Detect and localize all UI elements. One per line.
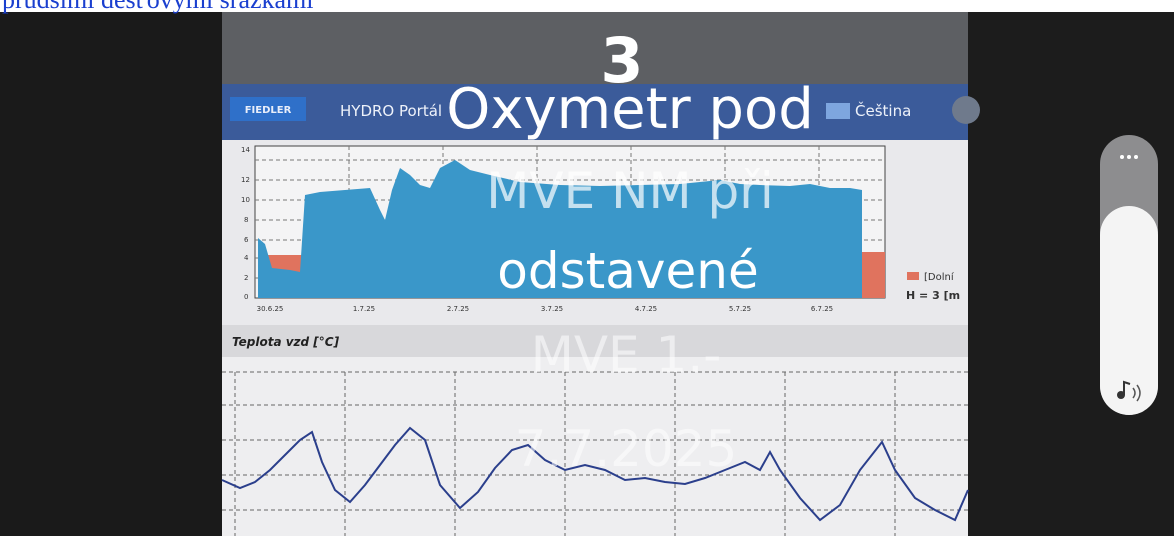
overlay-line: Oxymetr pod (446, 77, 814, 142)
x-label: 2.7.25 (447, 305, 469, 313)
legend-item: [Dolní (924, 271, 955, 283)
logo: FIEDLER (245, 105, 292, 116)
x-label: 4.7.25 (635, 305, 657, 313)
legend-swatch (907, 272, 919, 280)
more-icon[interactable] (1120, 155, 1138, 159)
flag (826, 103, 850, 119)
caption: prudšími dešťovými srážkami (2, 0, 314, 14)
photo-top (222, 12, 968, 84)
y-label: 4 (244, 254, 249, 262)
app-name: HYDRO Portál (340, 102, 442, 120)
screen: prudšími dešťovými srážkami FIEDLER HYDR… (0, 0, 1174, 536)
x-label: 30.6.25 (257, 305, 284, 313)
x-label: 6.7.25 (811, 305, 833, 313)
legend-item: H = 3 [m (906, 289, 960, 302)
overlay-line: odstavené (497, 242, 758, 300)
temp-title: Teplota vzd [°C] (232, 335, 340, 349)
y-label: 10 (241, 196, 250, 204)
overlay-line: MVE NM při (486, 162, 773, 220)
x-label: 5.7.25 (729, 305, 751, 313)
y-label: 8 (244, 216, 248, 224)
language: Čeština (855, 101, 911, 120)
y-label: 12 (241, 176, 250, 184)
y-label: 0 (244, 293, 248, 301)
avatar (952, 96, 980, 124)
overlay-line: 7.7.2025 (515, 420, 738, 478)
y-label: 6 (244, 236, 249, 244)
orange-area (862, 252, 885, 298)
x-label: 1.7.25 (353, 305, 375, 313)
left-dark (0, 12, 222, 536)
overlay-line: MVE 1.- (531, 326, 722, 384)
y-label: 2 (244, 274, 248, 282)
y-label: 14 (241, 146, 250, 154)
x-label: 3.7.25 (541, 305, 563, 313)
screenshot: prudšími dešťovými srážkami FIEDLER HYDR… (0, 0, 1174, 536)
